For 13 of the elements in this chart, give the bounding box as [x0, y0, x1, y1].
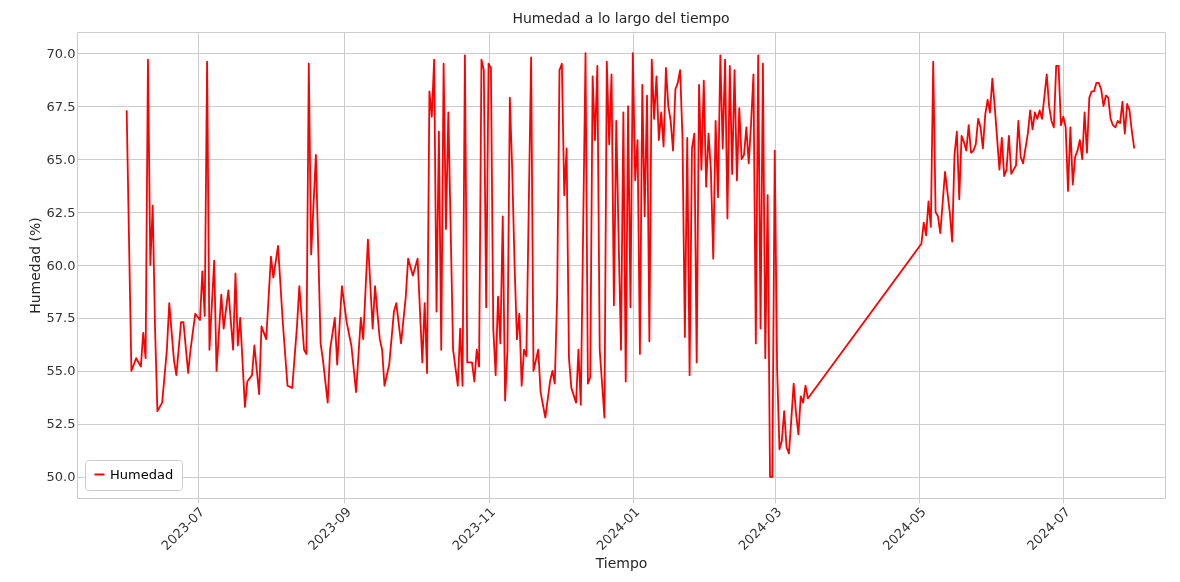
y-tick-label: 55.0 [46, 363, 76, 379]
y-tick-label: 57.5 [46, 310, 76, 326]
y-tick-label: 50.0 [46, 469, 76, 485]
x-axis-title: Tiempo [594, 555, 648, 572]
chart-title: Humedad a lo largo del tiempo [512, 10, 730, 26]
y-tick-label: 70.0 [46, 45, 76, 61]
y-axis-title: Humedad (%) [26, 217, 43, 314]
legend-label: Humedad [110, 466, 174, 482]
y-tick-label: 62.5 [46, 204, 76, 220]
y-tick-label: 65.0 [46, 151, 76, 167]
y-tick-label: 60.0 [46, 257, 76, 273]
y-tick-label: 67.5 [46, 98, 76, 114]
y-tick-label: 52.5 [46, 416, 76, 432]
